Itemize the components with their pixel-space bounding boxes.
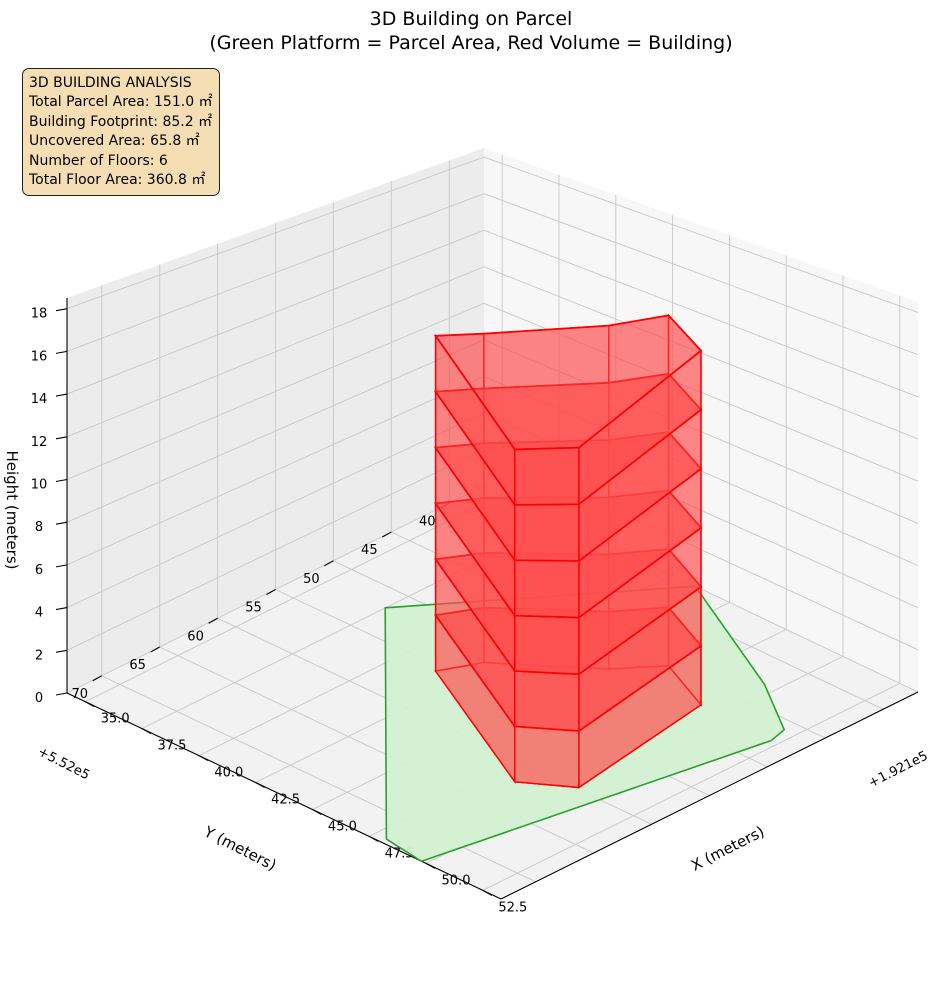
- x-tick-mark: [312, 809, 322, 815]
- x-tick-mark: [255, 782, 265, 788]
- x-tick-mark: [425, 862, 436, 869]
- analysis-line: Total Floor Area: 360.8 ㎡: [29, 172, 206, 189]
- y-tick-label: 55: [245, 601, 262, 616]
- z-tick-mark: [55, 393, 68, 397]
- analysis-line: Building Footprint: 85.2 ㎡: [29, 113, 213, 130]
- z-tick-label: 16: [31, 349, 48, 364]
- floor-roof: [433, 314, 703, 451]
- z-tick-label: 14: [31, 392, 48, 407]
- analysis-line: Total Parcel Area: 151.0 ㎡: [29, 94, 213, 111]
- y-tick-mark: [382, 531, 392, 538]
- x-tick-label: 40.0: [214, 766, 243, 781]
- y-tick-label: 50: [303, 572, 320, 587]
- z-tick-label: 8: [35, 520, 43, 535]
- z-tick-mark: [55, 607, 68, 611]
- z-tick-mark: [55, 350, 68, 354]
- analysis-line: Number of Floors: 6: [29, 152, 168, 169]
- parcel-platform: [384, 585, 786, 863]
- chart-title: 3D Building on Parcel: [370, 8, 573, 30]
- z-grid-line: [66, 266, 919, 440]
- x-tick-label: 52.5: [498, 900, 527, 915]
- y-tick-label: 60: [187, 629, 204, 644]
- z-tick-mark: [55, 521, 68, 525]
- building-wall: [514, 446, 580, 506]
- y-offset-label: +5.52e5: [35, 744, 92, 783]
- building-floor: [433, 313, 703, 508]
- z-grid-line: [66, 156, 919, 313]
- x-tick-mark: [84, 701, 95, 708]
- y-tick-mark: [92, 675, 103, 682]
- analysis-box: 3D BUILDING ANALYSIS Total Parcel Area: …: [22, 68, 220, 196]
- y-tick-mark: [439, 502, 450, 509]
- y-tick-mark: [150, 646, 160, 653]
- building-wall: [514, 670, 580, 732]
- y-tick-label: 40: [419, 514, 436, 529]
- y-tick-label: 65: [129, 658, 146, 673]
- building-wall: [514, 503, 580, 562]
- z-tick-label: 18: [31, 307, 48, 322]
- z-axis-label: Height (meters): [3, 451, 21, 570]
- x-tick-label: 37.5: [158, 739, 187, 754]
- z-tick-mark: [55, 478, 68, 483]
- z-tick-label: 12: [31, 435, 48, 450]
- z-grid-line: [66, 193, 919, 356]
- y-tick-mark: [266, 589, 276, 595]
- x-tick-label: 45.0: [328, 819, 357, 834]
- building-floor: [434, 605, 703, 789]
- y-axis-label: Y (meters): [200, 822, 279, 874]
- x-tick-label: 35.0: [101, 712, 130, 727]
- y-tick-label: 70: [71, 687, 88, 702]
- building-wall: [514, 559, 580, 619]
- z-grid-line: [66, 302, 919, 482]
- building-floor: [433, 371, 703, 563]
- x-tick-mark: [198, 755, 209, 762]
- y-tick-mark: [324, 560, 334, 567]
- x-tick-mark: [482, 889, 493, 896]
- plot-area: [384, 313, 786, 863]
- analysis-heading: 3D BUILDING ANALYSIS: [29, 75, 192, 91]
- z-tick-mark: [55, 692, 68, 696]
- x-axis-label: X (meters): [688, 822, 767, 874]
- x-tick-label: 42.5: [271, 793, 300, 808]
- z-tick-mark: [55, 308, 68, 312]
- y-axis-line: [500, 691, 919, 900]
- z-tick-label: 0: [35, 691, 43, 706]
- y-tick-mark: [208, 617, 218, 624]
- y-tick-label: 45: [361, 543, 378, 558]
- z-tick-mark: [55, 564, 68, 568]
- z-tick-mark: [55, 649, 68, 653]
- z-grid-line: [66, 229, 919, 398]
- building-wall: [514, 725, 580, 789]
- z-tick-label: 4: [35, 606, 43, 621]
- x-tick-mark: [141, 728, 152, 735]
- z-tick-mark: [55, 436, 68, 440]
- chart-subtitle: (Green Platform = Parcel Area, Red Volum…: [209, 32, 732, 54]
- x-offset-label: +1.921e5: [866, 749, 930, 792]
- analysis-line: Uncovered Area: 65.8 ㎡: [29, 133, 200, 150]
- x-tick-mark: [368, 835, 379, 842]
- z-tick-label: 10: [31, 477, 48, 492]
- x-tick-label: 50.0: [442, 873, 471, 888]
- building-wall: [514, 614, 580, 675]
- building-floor: [433, 430, 703, 619]
- z-tick-label: 6: [35, 563, 43, 578]
- z-tick-label: 2: [35, 648, 43, 663]
